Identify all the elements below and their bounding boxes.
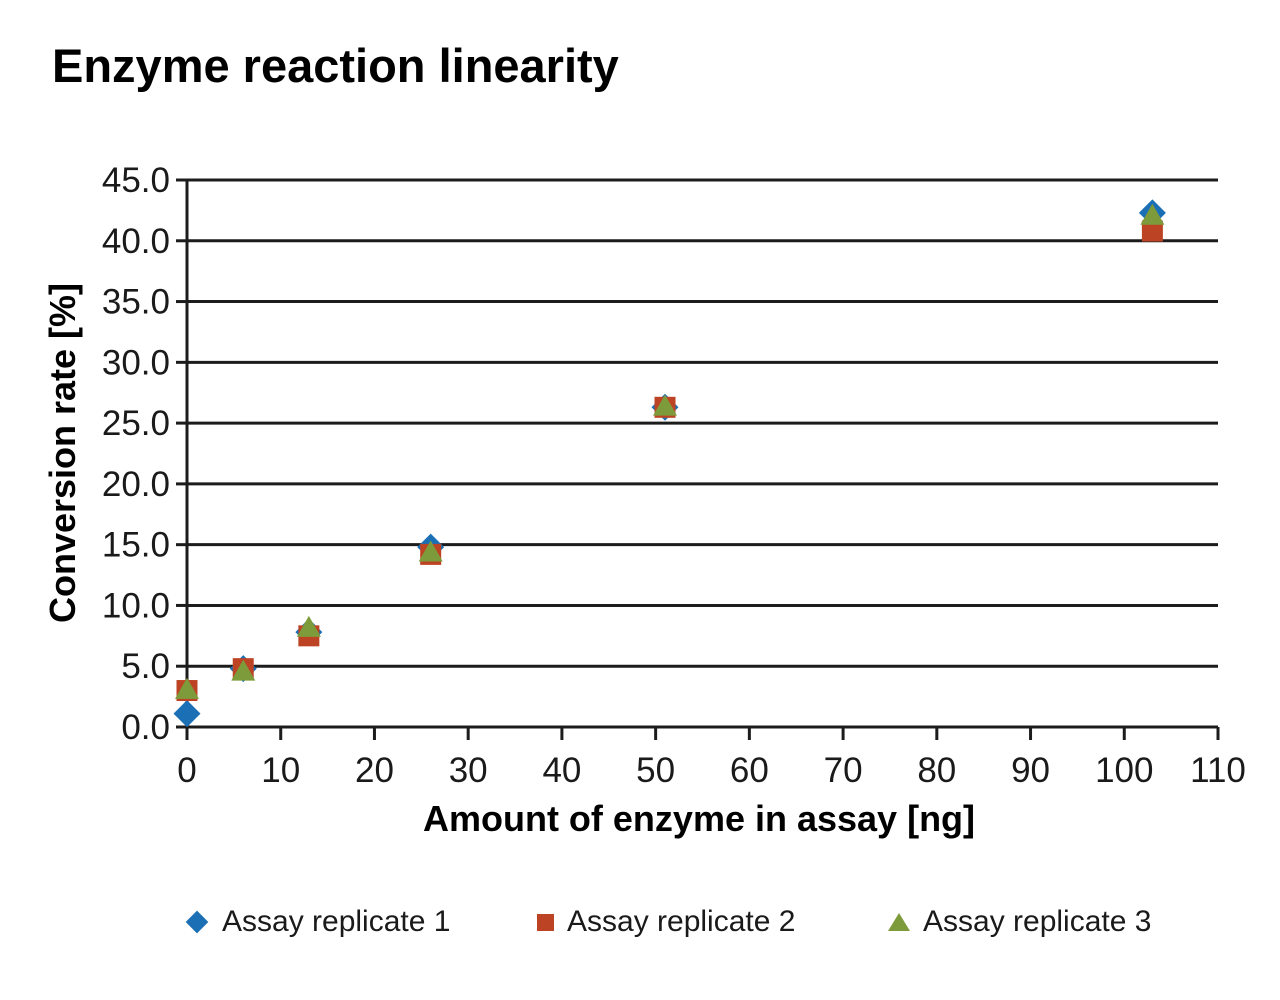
x-tick-label: 90 <box>1011 751 1050 790</box>
plot-area: 0.0 5.0 10.0 15.0 20.0 25.0 30.0 35.0 40.0 45.0 0 1… <box>102 161 1246 790</box>
data-point-triangle <box>418 540 443 562</box>
legend-entry-assay-replicate-2: Assay replicate 2 <box>537 895 795 949</box>
y-tick-label: 5.0 <box>121 647 170 686</box>
chart-title: Enzyme reaction linearity <box>52 39 619 92</box>
data-point-triangle <box>231 659 256 681</box>
y-tick-label: 35.0 <box>102 283 170 322</box>
square-marker-icon <box>537 913 554 931</box>
data-point-triangle <box>653 394 678 416</box>
data-point-triangle <box>296 615 321 637</box>
y-tick-label: 30.0 <box>102 343 170 382</box>
x-tick-label: 80 <box>917 751 956 790</box>
y-tick-label: 10.0 <box>102 586 170 625</box>
y-tick-label: 45.0 <box>102 161 170 200</box>
x-tick-label: 60 <box>730 751 769 790</box>
legend-label: Assay replicate 3 <box>923 905 1152 938</box>
data-point-triangle <box>1140 203 1165 225</box>
legend-label: Assay replicate 1 <box>222 905 451 938</box>
x-tick-label: 10 <box>261 751 300 790</box>
x-axis-title: Amount of enzyme in assay [ng] <box>422 798 976 839</box>
data-point-square <box>1141 220 1163 242</box>
triangle-marker-icon <box>888 913 910 931</box>
x-tick-label: 110 <box>1190 751 1246 790</box>
legend-label: Assay replicate 2 <box>567 905 796 938</box>
y-tick-label: 15.0 <box>102 526 170 565</box>
x-tick-label: 70 <box>824 751 863 790</box>
x-tick-label: 40 <box>542 751 581 790</box>
y-tick-label: 25.0 <box>102 404 170 443</box>
y-tick-label: 20.0 <box>102 465 170 504</box>
diamond-marker-icon <box>185 910 209 934</box>
x-tick-label: 20 <box>355 751 394 790</box>
y-tick-label: 40.0 <box>102 222 170 261</box>
y-tick-label: 0.0 <box>121 708 170 747</box>
legend-entry-assay-replicate-3: Assay replicate 3 <box>888 895 1151 949</box>
x-tick-label: 0 <box>177 751 196 790</box>
x-tick-label: 50 <box>636 751 675 790</box>
y-axis-title: Conversion rate [%] <box>42 282 83 624</box>
data-point-triangle <box>175 677 199 699</box>
legend-entry-assay-replicate-1: Assay replicate 1 <box>185 895 450 949</box>
data-point-diamond <box>173 700 201 728</box>
x-tick-label: 100 <box>1095 751 1153 790</box>
x-tick-label: 30 <box>449 751 488 790</box>
